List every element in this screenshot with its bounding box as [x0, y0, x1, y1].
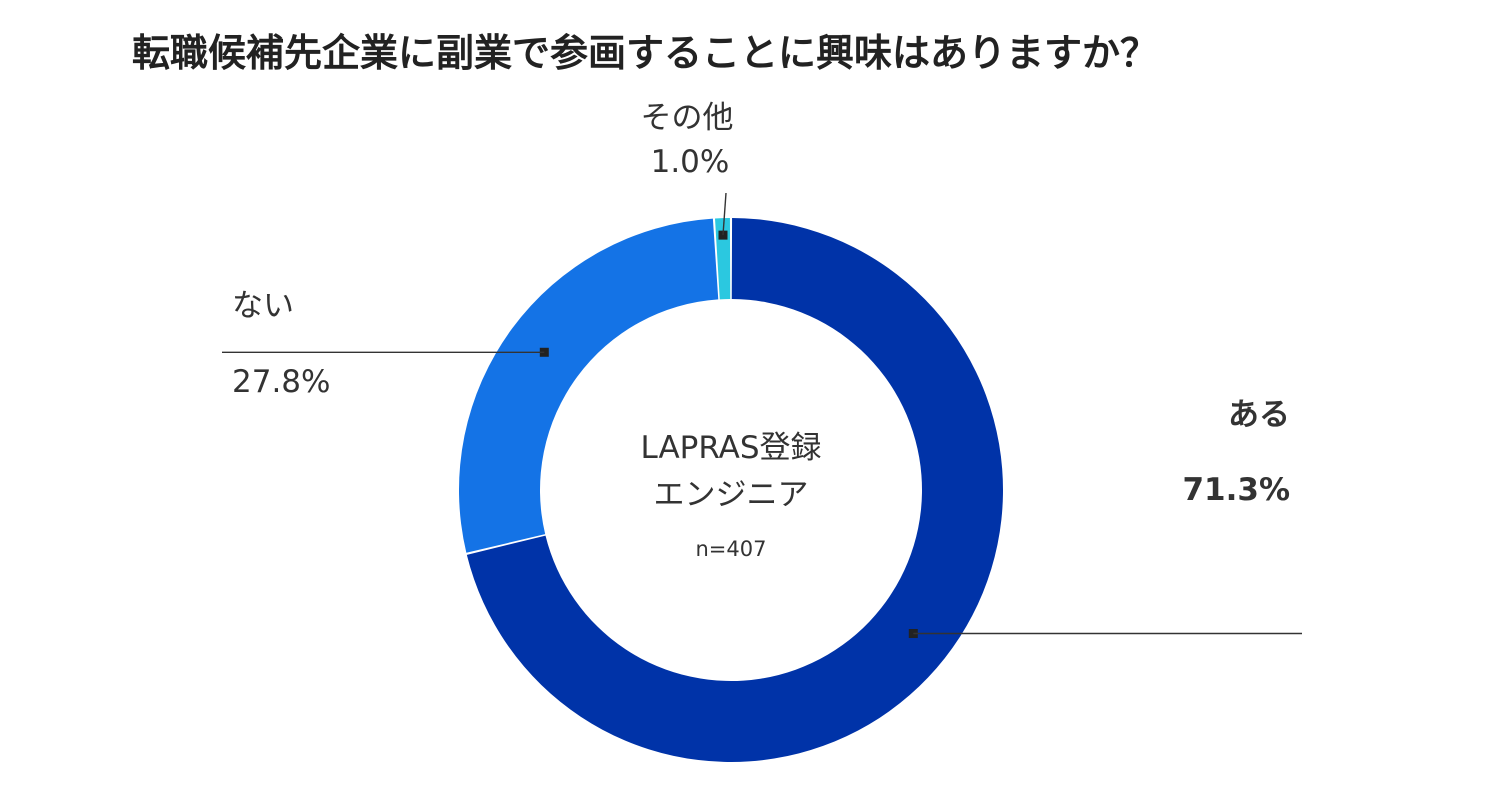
slice-label-0: ある	[1228, 397, 1290, 433]
chart-title: 転職候補先企業に副業で参画することに興味はありますか？	[132, 31, 1158, 75]
slice-0	[466, 218, 1003, 763]
slice-value-label-0: 71.3%	[1182, 472, 1290, 508]
center-label-line-1: LAPRAS登録	[640, 430, 821, 466]
slice-label-1: ない	[232, 288, 294, 324]
slice-labels: ある 71.3% ない 27.8% その他 1.0%	[232, 100, 1290, 508]
center-sample-size: n=407	[696, 537, 767, 561]
slice-1	[459, 218, 719, 553]
slice-value-label-1: 27.8%	[232, 364, 330, 400]
center-label-line-2: エンジニア	[654, 477, 809, 513]
leader-line-2	[722, 192, 727, 236]
slice-label-2: その他	[641, 100, 734, 136]
slice-value-label-2: 1.0%	[651, 144, 730, 180]
leader-lines	[222, 192, 1302, 639]
